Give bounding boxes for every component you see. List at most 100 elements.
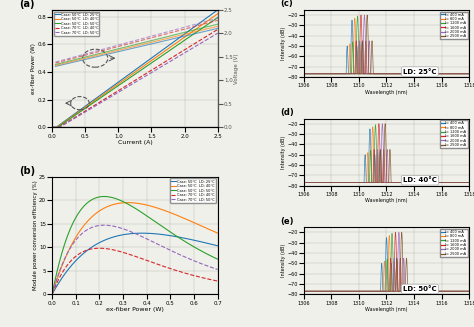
Case: 50°C  LD: 50°C: (2.5, 0.794): 50°C LD: 50°C: (2.5, 0.794) — [215, 16, 220, 20]
Line: Case: 50°C  LD: 40°C: Case: 50°C LD: 40°C — [52, 203, 218, 294]
Case: 70°C  LD: 50°C: (1.35, 0.354): 70°C LD: 50°C: (1.35, 0.354) — [139, 77, 145, 80]
X-axis label: Wavelength (nm): Wavelength (nm) — [365, 90, 408, 95]
Text: LD: 40°C: LD: 40°C — [403, 177, 437, 183]
Case: 50°C  LD: 40°C: (0.685, 13.4): 50°C LD: 40°C: (0.685, 13.4) — [211, 230, 217, 233]
Y-axis label: Voltage (V): Voltage (V) — [234, 53, 239, 84]
Case: 50°C  LD: 25°C: (0.381, 13): 50°C LD: 25°C: (0.381, 13) — [139, 231, 145, 235]
Case: 50°C  LD: 25°C: (0.418, 12.9): 50°C LD: 25°C: (0.418, 12.9) — [148, 232, 154, 235]
Case: 50°C  LD: 50°C: (0.685, 7.83): 50°C LD: 50°C: (0.685, 7.83) — [211, 255, 217, 259]
Case: 50°C  LD: 40°C: (0.575, 15.8): 50°C LD: 40°C: (0.575, 15.8) — [185, 218, 191, 222]
X-axis label: ex-fiber Power (W): ex-fiber Power (W) — [106, 307, 164, 312]
Case: 70°C  LD: 40°C: (0.685, 2.97): 70°C LD: 40°C: (0.685, 2.97) — [211, 278, 217, 282]
Case: 70°C  LD: 40°C: (1.2, 0.325): 70°C LD: 40°C: (1.2, 0.325) — [129, 80, 135, 84]
Text: LD: 25°C: LD: 25°C — [403, 69, 437, 75]
Line: Case: 70°C  LD: 50°C: Case: 70°C LD: 50°C — [52, 225, 218, 293]
Line: Case: 50°C  LD: 40°C: Case: 50°C LD: 40°C — [52, 14, 218, 128]
Case: 70°C  LD: 40°C: (2.5, 0.708): 70°C LD: 40°C: (2.5, 0.708) — [215, 27, 220, 31]
Case: 50°C  LD: 40°C: (1.35, 0.434): 50°C LD: 40°C: (1.35, 0.434) — [139, 65, 145, 69]
Case: 70°C  LD: 50°C: (2.5, 0.681): 70°C LD: 50°C: (2.5, 0.681) — [215, 31, 220, 35]
Y-axis label: Intensity (dB): Intensity (dB) — [281, 135, 286, 169]
Case: 50°C  LD: 40°C: (1.19, 0.378): 50°C LD: 40°C: (1.19, 0.378) — [128, 73, 134, 77]
Case: 70°C  LD: 40°C: (0.2, 9.8): 70°C LD: 40°C: (0.2, 9.8) — [97, 246, 102, 250]
Case: 50°C  LD: 40°C: (0.32, 19.5): 50°C LD: 40°C: (0.32, 19.5) — [125, 201, 131, 205]
Case: 50°C  LD: 50°C: (1.49, 0.462): 50°C LD: 50°C: (1.49, 0.462) — [148, 61, 154, 65]
Case: 50°C  LD: 25°C: (0.7, 10.3): 50°C LD: 25°C: (0.7, 10.3) — [215, 244, 220, 248]
Case: 50°C  LD: 50°C: (2.05, 0.646): 50°C LD: 50°C: (2.05, 0.646) — [185, 36, 191, 40]
Case: 50°C  LD: 25°C: (2.05, 0.692): 50°C LD: 25°C: (2.05, 0.692) — [185, 30, 191, 34]
Y-axis label: Module power conversion efficiency (%): Module power conversion efficiency (%) — [33, 181, 37, 290]
Case: 50°C  LD: 50°C: (2.44, 0.774): 50°C LD: 50°C: (2.44, 0.774) — [211, 18, 217, 22]
Case: 70°C  LD: 50°C: (1.2, 0.311): 70°C LD: 50°C: (1.2, 0.311) — [129, 82, 135, 86]
Case: 50°C  LD: 25°C: (0.685, 10.5): 50°C LD: 25°C: (0.685, 10.5) — [211, 243, 217, 247]
Case: 50°C  LD: 40°C: (0.001, 0.165): 50°C LD: 40°C: (0.001, 0.165) — [49, 292, 55, 296]
Case: 50°C  LD: 50°C: (0, 0): 50°C LD: 50°C: (0, 0) — [49, 126, 55, 129]
Line: Case: 50°C  LD: 50°C: Case: 50°C LD: 50°C — [52, 197, 218, 293]
Case: 70°C  LD: 40°C: (0.7, 2.82): 70°C LD: 40°C: (0.7, 2.82) — [215, 279, 220, 283]
Case: 50°C  LD: 50°C: (0.381, 17.3): 50°C LD: 50°C: (0.381, 17.3) — [139, 211, 145, 215]
Case: 70°C  LD: 50°C: (0.001, 0.181): 70°C LD: 50°C: (0.001, 0.181) — [49, 291, 55, 295]
Legend: I= 400 mA, I= 800 mA, I= 1200 mA, I= 1600 mA, I= 2000 mA, I= 2500 mA: I= 400 mA, I= 800 mA, I= 1200 mA, I= 160… — [439, 229, 467, 257]
Case: 50°C  LD: 40°C: (0.334, 19.5): 50°C LD: 40°C: (0.334, 19.5) — [128, 201, 134, 205]
Line: Case: 50°C  LD: 50°C: Case: 50°C LD: 50°C — [52, 18, 218, 128]
Case: 50°C  LD: 40°C: (2.05, 0.669): 50°C LD: 40°C: (2.05, 0.669) — [185, 33, 191, 37]
Case: 70°C  LD: 40°C: (0.575, 4.32): 70°C LD: 40°C: (0.575, 4.32) — [185, 272, 191, 276]
Case: 50°C  LD: 50°C: (0.575, 10.8): 50°C LD: 50°C: (0.575, 10.8) — [185, 241, 191, 245]
Case: 50°C  LD: 25°C: (2.44, 0.828): 50°C LD: 25°C: (2.44, 0.828) — [211, 11, 217, 15]
Case: 50°C  LD: 40°C: (0, 0): 50°C LD: 40°C: (0, 0) — [49, 126, 55, 129]
Case: 70°C  LD: 40°C: (1.19, 0.321): 70°C LD: 40°C: (1.19, 0.321) — [128, 81, 134, 85]
Legend: Case: 50°C  LD: 25°C, Case: 50°C  LD: 40°C, Case: 50°C  LD: 50°C, Case: 70°C  LD: Case: 50°C LD: 25°C, Case: 50°C LD: 40°C… — [54, 11, 100, 36]
Case: 50°C  LD: 50°C: (1.19, 0.363): 50°C LD: 50°C: (1.19, 0.363) — [128, 75, 134, 79]
Legend: Case: 50°C  LD: 25°C, Case: 50°C  LD: 40°C, Case: 50°C  LD: 50°C, Case: 70°C  LD: Case: 50°C LD: 25°C, Case: 50°C LD: 40°C… — [170, 179, 216, 203]
Case: 70°C  LD: 40°C: (0.418, 6.88): 70°C LD: 40°C: (0.418, 6.88) — [148, 260, 154, 264]
X-axis label: Current (A): Current (A) — [118, 140, 152, 145]
Line: Case: 50°C  LD: 25°C: Case: 50°C LD: 25°C — [52, 10, 218, 128]
Case: 70°C  LD: 50°C: (0, 0): 70°C LD: 50°C: (0, 0) — [49, 126, 55, 129]
Text: (c): (c) — [281, 0, 293, 9]
Text: (b): (b) — [19, 166, 35, 176]
Case: 50°C  LD: 50°C: (1.35, 0.417): 50°C LD: 50°C: (1.35, 0.417) — [139, 68, 145, 72]
Case: 50°C  LD: 25°C: (0, 0): 50°C LD: 25°C: (0, 0) — [49, 126, 55, 129]
Case: 70°C  LD: 50°C: (0.7, 5.28): 70°C LD: 50°C: (0.7, 5.28) — [215, 267, 220, 271]
Line: Case: 70°C  LD: 40°C: Case: 70°C LD: 40°C — [52, 248, 218, 294]
Line: Case: 70°C  LD: 50°C: Case: 70°C LD: 50°C — [52, 33, 218, 128]
Case: 50°C  LD: 25°C: (1.35, 0.45): 50°C LD: 25°C: (1.35, 0.45) — [139, 63, 145, 67]
Case: 70°C  LD: 40°C: (0.334, 8.37): 70°C LD: 40°C: (0.334, 8.37) — [128, 253, 134, 257]
Legend: I= 400 mA, I= 800 mA, I= 1200 mA, I= 1600 mA, I= 2000 mA, I= 2500 mA: I= 400 mA, I= 800 mA, I= 1200 mA, I= 160… — [439, 120, 467, 148]
Case: 70°C  LD: 40°C: (1.35, 0.37): 70°C LD: 40°C: (1.35, 0.37) — [139, 74, 145, 78]
Y-axis label: ex-fiber Power (W): ex-fiber Power (W) — [31, 43, 36, 94]
Legend: I= 400 mA, I= 800 mA, I= 1200 mA, I= 1600 mA, I= 2000 mA, I= 2500 mA: I= 400 mA, I= 800 mA, I= 1200 mA, I= 160… — [439, 11, 467, 39]
Case: 70°C  LD: 40°C: (0, 0): 70°C LD: 40°C: (0, 0) — [49, 126, 55, 129]
Case: 50°C  LD: 50°C: (0.7, 7.47): 50°C LD: 50°C: (0.7, 7.47) — [215, 257, 220, 261]
Case: 70°C  LD: 50°C: (0.22, 14.7): 70°C LD: 50°C: (0.22, 14.7) — [101, 223, 107, 227]
Case: 70°C  LD: 40°C: (0.001, 0.133): 70°C LD: 40°C: (0.001, 0.133) — [49, 292, 55, 296]
Case: 70°C  LD: 50°C: (1.49, 0.393): 70°C LD: 50°C: (1.49, 0.393) — [148, 71, 154, 75]
Case: 70°C  LD: 50°C: (2.44, 0.664): 70°C LD: 50°C: (2.44, 0.664) — [211, 34, 217, 38]
Text: (e): (e) — [281, 217, 294, 226]
Case: 50°C  LD: 50°C: (0.418, 16.1): 50°C LD: 50°C: (0.418, 16.1) — [148, 217, 154, 221]
Text: (d): (d) — [281, 108, 294, 117]
Case: 70°C  LD: 50°C: (0.334, 13.3): 70°C LD: 50°C: (0.334, 13.3) — [128, 230, 134, 234]
Y-axis label: Intensity (dB): Intensity (dB) — [281, 27, 286, 60]
Y-axis label: Intensity (dB): Intensity (dB) — [281, 244, 286, 277]
Case: 70°C  LD: 40°C: (1.49, 0.409): 70°C LD: 40°C: (1.49, 0.409) — [148, 69, 154, 73]
Case: 70°C  LD: 50°C: (2.05, 0.553): 70°C LD: 50°C: (2.05, 0.553) — [185, 49, 191, 53]
Case: 50°C  LD: 40°C: (1.2, 0.383): 50°C LD: 40°C: (1.2, 0.383) — [129, 73, 135, 77]
Case: 50°C  LD: 40°C: (2.5, 0.821): 50°C LD: 40°C: (2.5, 0.821) — [215, 12, 220, 16]
Case: 50°C  LD: 50°C: (0.339, 18.7): 50°C LD: 50°C: (0.339, 18.7) — [129, 204, 135, 208]
Case: 50°C  LD: 50°C: (1.2, 0.368): 50°C LD: 50°C: (1.2, 0.368) — [129, 75, 135, 78]
Case: 50°C  LD: 40°C: (0.381, 19.2): 50°C LD: 40°C: (0.381, 19.2) — [139, 202, 145, 206]
Case: 50°C  LD: 25°C: (1.49, 0.497): 50°C LD: 25°C: (1.49, 0.497) — [148, 57, 154, 60]
Case: 50°C  LD: 40°C: (1.49, 0.479): 50°C LD: 40°C: (1.49, 0.479) — [148, 59, 154, 63]
Case: 50°C  LD: 25°C: (0.001, 0.0927): 50°C LD: 25°C: (0.001, 0.0927) — [49, 292, 55, 296]
Case: 50°C  LD: 25°C: (1.19, 0.392): 50°C LD: 25°C: (1.19, 0.392) — [128, 71, 134, 75]
Case: 70°C  LD: 50°C: (0.575, 7.64): 70°C LD: 50°C: (0.575, 7.64) — [185, 256, 191, 260]
Case: 50°C  LD: 50°C: (0.22, 20.8): 50°C LD: 50°C: (0.22, 20.8) — [101, 195, 107, 198]
Case: 50°C  LD: 25°C: (0.337, 12.9): 50°C LD: 25°C: (0.337, 12.9) — [129, 232, 135, 235]
Case: 70°C  LD: 40°C: (2.05, 0.575): 70°C LD: 40°C: (2.05, 0.575) — [185, 46, 191, 50]
Line: Case: 50°C  LD: 25°C: Case: 50°C LD: 25°C — [52, 233, 218, 294]
Case: 50°C  LD: 40°C: (2.44, 0.801): 50°C LD: 40°C: (2.44, 0.801) — [211, 15, 217, 19]
Case: 50°C  LD: 25°C: (0.575, 11.8): 50°C LD: 25°C: (0.575, 11.8) — [185, 237, 191, 241]
Case: 50°C  LD: 50°C: (0.001, 0.256): 50°C LD: 50°C: (0.001, 0.256) — [49, 291, 55, 295]
X-axis label: Wavelength (nm): Wavelength (nm) — [365, 198, 408, 203]
Case: 50°C  LD: 25°C: (1.2, 0.398): 50°C LD: 25°C: (1.2, 0.398) — [129, 70, 135, 74]
